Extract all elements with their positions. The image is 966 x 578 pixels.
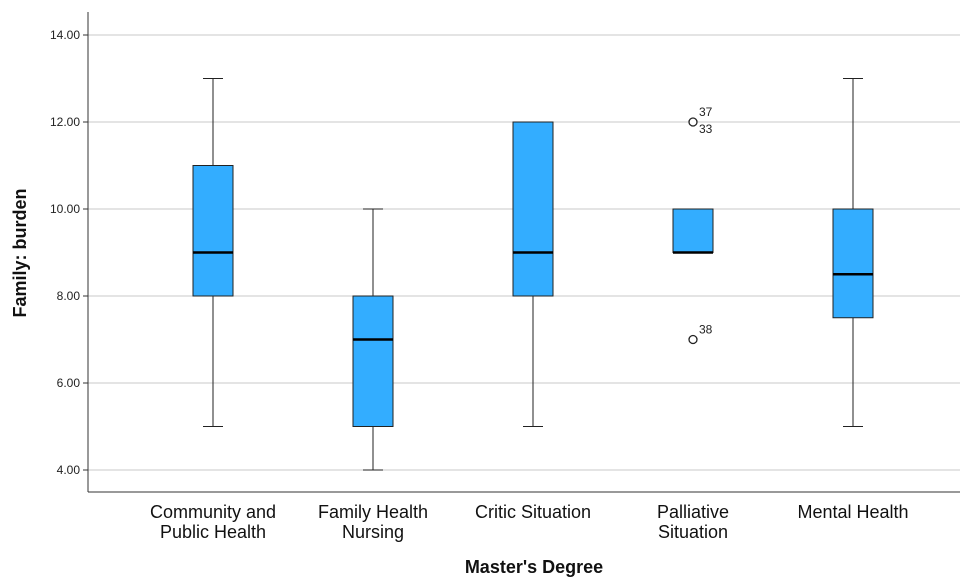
x-category-label: Community and Public Health bbox=[150, 502, 276, 542]
x-axis-title: Master's Degree bbox=[465, 557, 603, 577]
y-axis-title: Family: burden bbox=[10, 188, 30, 317]
y-tick-label: 8.00 bbox=[57, 289, 81, 303]
x-category-label-line: Nursing bbox=[342, 522, 404, 542]
y-tick-label: 14.00 bbox=[50, 28, 80, 42]
x-category-label-line: Family Health bbox=[318, 502, 428, 522]
x-category-label-line: Public Health bbox=[160, 522, 266, 542]
outlier-label: 38 bbox=[699, 323, 713, 337]
x-category-label: Mental Health bbox=[797, 502, 908, 522]
y-tick-label: 12.00 bbox=[50, 115, 80, 129]
box-iqr bbox=[192, 165, 234, 297]
x-category-label-line: Palliative bbox=[657, 502, 729, 522]
boxes: 37 33 38 bbox=[192, 78, 874, 471]
x-category-label-line: Situation bbox=[658, 522, 728, 542]
box-group bbox=[832, 78, 874, 427]
x-category-label-line: Community and bbox=[150, 502, 276, 522]
box-iqr bbox=[352, 295, 394, 427]
y-tick-label: 6.00 bbox=[57, 376, 81, 390]
x-category-label: Critic Situation bbox=[475, 502, 591, 522]
box-iqr bbox=[832, 208, 874, 319]
outlier-point bbox=[688, 334, 698, 345]
x-category-label-line: Critic Situation bbox=[475, 502, 591, 522]
x-category-label: Family Health Nursing bbox=[318, 502, 428, 542]
outlier-label: 37 bbox=[699, 105, 713, 119]
x-category-label-line: Mental Health bbox=[797, 502, 908, 522]
box-iqr bbox=[672, 208, 714, 253]
x-category-label: Palliative Situation bbox=[657, 502, 729, 542]
y-tick-label: 10.00 bbox=[50, 202, 80, 216]
y-tick-label: 4.00 bbox=[57, 463, 81, 477]
outlier-point bbox=[688, 117, 698, 127]
box-iqr bbox=[512, 121, 554, 297]
outlier-label: 33 bbox=[699, 122, 713, 136]
y-axis-ticks: 4.00 6.00 8.00 10.00 12.00 14.00 bbox=[50, 28, 88, 477]
box-group bbox=[512, 121, 554, 427]
box-group: 37 33 38 bbox=[672, 105, 714, 345]
x-axis-category-labels: Community and Public Health Family Health N… bbox=[150, 502, 909, 542]
box-group bbox=[192, 78, 234, 427]
box-group bbox=[352, 208, 394, 471]
axes bbox=[87, 12, 960, 493]
